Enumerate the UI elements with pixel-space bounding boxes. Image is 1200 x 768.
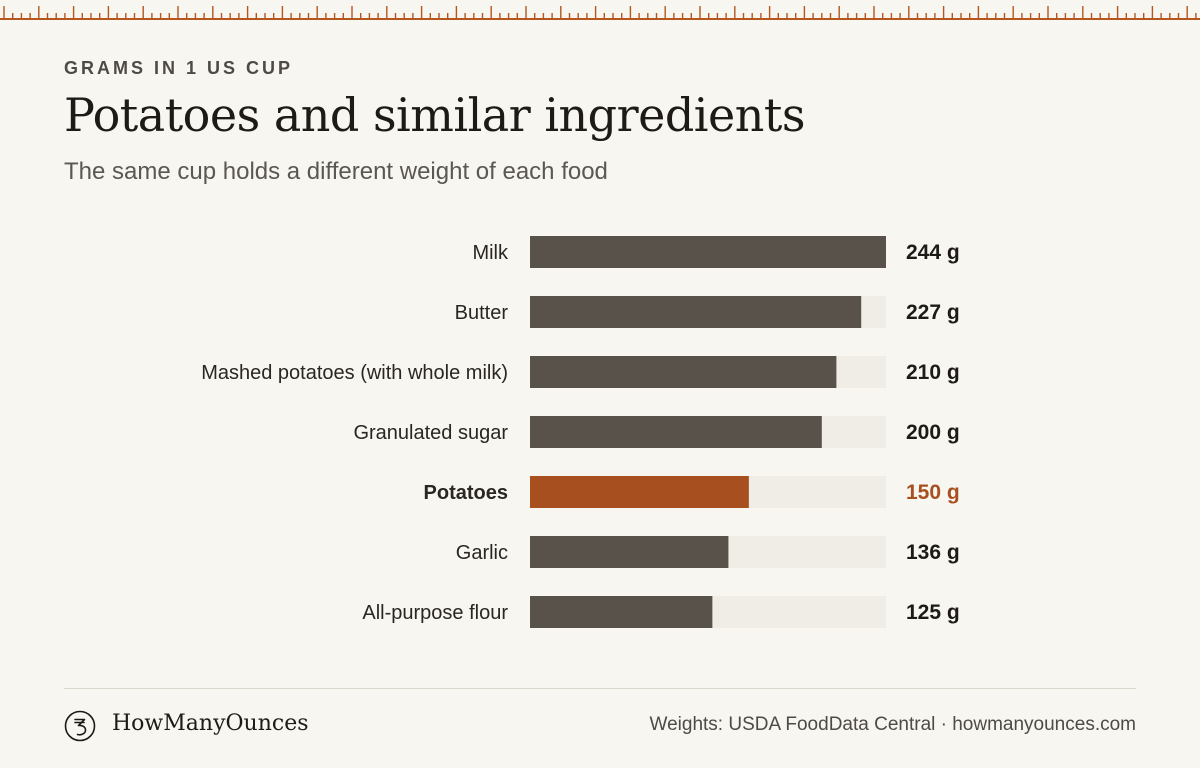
category-label: Garlic: [456, 542, 508, 564]
category-label: Milk: [472, 242, 509, 264]
bar: [530, 476, 749, 508]
bar: [530, 536, 729, 568]
bar-row: Milk 244 g: [472, 236, 960, 268]
bar-row: Granulated sugar 200 g: [353, 416, 960, 448]
value-label: 200 g: [906, 421, 960, 444]
bar: [530, 236, 886, 268]
category-label: Butter: [455, 302, 509, 324]
bar: [530, 596, 713, 628]
value-label: 244 g: [906, 241, 960, 264]
bar-row: Mashed potatoes (with whole milk) 210 g: [201, 356, 960, 388]
bar-chart: Milk 244 g Butter 227 g Mashed potatoes (wit…: [201, 236, 960, 628]
footer-divider: [64, 688, 1136, 689]
bar: [530, 416, 822, 448]
ounce-symbol-icon: [64, 710, 96, 742]
value-label: 210 g: [906, 361, 960, 384]
bar-row: All-purpose flour 125 g: [362, 596, 960, 628]
category-label: All-purpose flour: [362, 602, 508, 624]
bar: [530, 356, 837, 388]
brand-name: HowManyOunces: [112, 711, 309, 736]
bar: [530, 296, 862, 328]
chart-subtitle: The same cup holds a different weight of…: [64, 158, 608, 185]
value-label: 150 g: [906, 481, 960, 504]
bar-row: Garlic 136 g: [456, 536, 960, 568]
chart-title: Potatoes and similar ingredients: [64, 88, 805, 142]
bar-row: Butter 227 g: [455, 296, 960, 328]
chart-eyebrow: GRAMS IN 1 US CUP: [64, 58, 294, 78]
value-label: 125 g: [906, 601, 960, 624]
bar-row: Potatoes 150 g: [424, 476, 960, 508]
source-note: Weights: USDA FoodData Central · howmany…: [649, 714, 1136, 735]
ruler-decoration: [0, 6, 1200, 20]
category-label: Potatoes: [424, 482, 508, 504]
category-label: Mashed potatoes (with whole milk): [201, 362, 508, 384]
category-label: Granulated sugar: [353, 422, 508, 444]
value-label: 227 g: [906, 301, 960, 324]
value-label: 136 g: [906, 541, 960, 564]
